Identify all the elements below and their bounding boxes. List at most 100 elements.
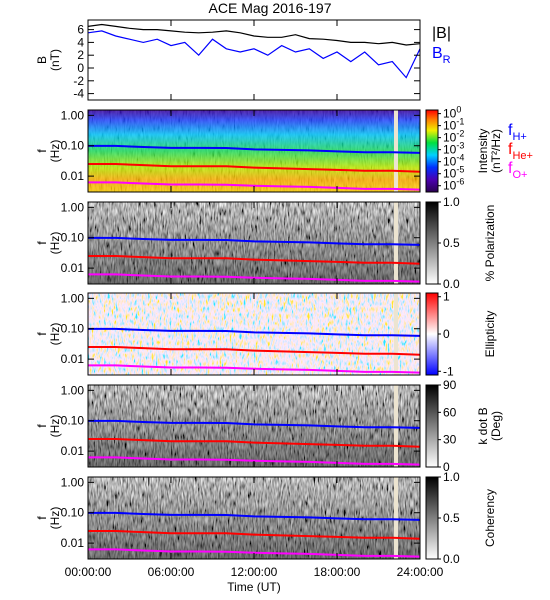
- colorbar: [425, 384, 439, 468]
- colorbar-label: Ellipticity: [483, 311, 497, 358]
- tick-exponent: -6: [456, 177, 464, 187]
- series-line: [88, 530, 421, 540]
- colorbar-tick-label: 100: [443, 105, 461, 121]
- x-tick-label: 12:00:00: [231, 565, 278, 579]
- y-axis-label: f: [35, 516, 49, 520]
- tick-base: 10: [443, 167, 457, 181]
- x-axis-label: Time (UT): [227, 580, 281, 594]
- legend-entry: fO+: [508, 160, 527, 181]
- panel: 1.00 0.10 0.01 f (Hz) 0 30 60 90 k dot B (Deg): [35, 378, 503, 474]
- tick-base: 0.5: [443, 511, 460, 525]
- tick-base: 1.0: [443, 470, 460, 484]
- tick-base: 30: [443, 433, 457, 447]
- series-line: [88, 327, 421, 337]
- plot-frame: [87, 19, 421, 101]
- y-axis-unit: (nT): [48, 49, 62, 71]
- colorbar-label: Intensity: [476, 129, 490, 174]
- legend-name: f: [508, 122, 513, 139]
- x-tick-label: 18:00:00: [314, 565, 361, 579]
- colorbar-tick-label: 10-1: [443, 117, 464, 133]
- colorbar-tick-label: -1: [443, 364, 454, 378]
- colorbar-tick-label: 10-3: [443, 141, 464, 157]
- y-tick-label: 0.10: [61, 322, 85, 336]
- tick-exponent: -3: [456, 141, 464, 151]
- series-line: [88, 419, 421, 429]
- legend-name: f: [508, 160, 513, 177]
- colorbar: [425, 476, 439, 560]
- y-tick-label: 1.00: [61, 108, 85, 122]
- colorbar-unit: (Deg): [489, 411, 503, 441]
- y-tick-label: 1.00: [61, 475, 85, 489]
- y-tick-label: 0: [77, 61, 84, 75]
- colorbar-tick-label: 1.0: [443, 195, 460, 209]
- colorbar-tick-label: 10-6: [443, 177, 464, 193]
- series-line: [88, 273, 421, 283]
- y-tick-label: 4: [77, 35, 84, 49]
- series-line: [87, 30, 421, 79]
- data-gap: [394, 202, 398, 284]
- tick-base: 0: [443, 327, 450, 341]
- colorbar-tick-label: 0: [443, 327, 450, 341]
- colorbar-tick-label: 10-4: [443, 153, 464, 169]
- spectrogram-texture: [88, 293, 420, 375]
- colorbar-tick-label: 0.5: [443, 511, 460, 525]
- tick-base: 10: [443, 131, 457, 145]
- series-line: [88, 144, 421, 154]
- colorbar: [425, 201, 439, 285]
- series-line: [88, 438, 421, 448]
- y-tick-label: 6: [77, 23, 84, 37]
- series-line: [88, 255, 421, 265]
- y-tick-label: 2: [77, 48, 84, 62]
- colorbar-tick-label: 0.0: [443, 277, 460, 291]
- y-tick-label: 0.01: [61, 169, 85, 183]
- colorbar-tick-label: 1.0: [443, 470, 460, 484]
- tick-base: 1.0: [443, 195, 460, 209]
- legend-name: B: [432, 45, 443, 62]
- colorbar: [425, 109, 439, 193]
- colorbar-label: Coherency: [483, 489, 497, 547]
- tick-base: 10: [443, 119, 457, 133]
- legend-subscript: R: [443, 54, 451, 66]
- y-axis-unit: (Hz): [48, 140, 62, 163]
- y-tick-label: 0.10: [61, 139, 85, 153]
- colorbar: [425, 292, 439, 376]
- data-gap: [394, 477, 398, 559]
- y-axis-label: f: [35, 332, 49, 336]
- colorbar-tick-label: 60: [443, 405, 457, 419]
- y-tick-label: 1.00: [61, 291, 85, 305]
- tick-base: 10: [443, 179, 457, 193]
- data-gap: [394, 385, 398, 467]
- spectrogram-shade: [88, 385, 420, 467]
- y-tick-label: -2: [73, 74, 84, 88]
- spectrogram-texture: [88, 110, 420, 192]
- legend-entry: |B|: [432, 25, 451, 42]
- panel: 1.000.100.01f (Hz)10010-110-210-310-410-5…: [35, 105, 533, 193]
- x-tick-label: 24:00:00: [397, 565, 444, 579]
- tick-exponent: 0: [456, 105, 461, 115]
- tick-base: 90: [443, 378, 457, 392]
- spectrogram-shade: [88, 202, 420, 284]
- legend-name: |B|: [432, 25, 451, 42]
- panel: 1.00 0.10 0.01 f (Hz) -1 0 1 Ellipticity: [35, 290, 497, 379]
- legend-entry: fHe+: [508, 141, 533, 162]
- tick-exponent: -4: [456, 153, 464, 163]
- tick-base: 0.5: [443, 236, 460, 250]
- y-axis-unit: (Hz): [48, 415, 62, 438]
- tick-exponent: -2: [456, 129, 464, 139]
- series-line: [88, 548, 421, 558]
- x-tick-label: 06:00:00: [148, 565, 195, 579]
- colorbar-tick-label: 0.0: [443, 552, 460, 566]
- tick-base: 10: [443, 155, 457, 169]
- series-line: [88, 364, 421, 374]
- y-axis-label: f: [35, 424, 49, 428]
- series-line: [87, 23, 421, 46]
- series-line: [88, 181, 421, 191]
- colorbar-unit: (nT²/Hz): [489, 129, 503, 173]
- y-tick-label: 0.01: [61, 261, 85, 275]
- y-axis-unit: (Hz): [48, 232, 62, 255]
- series-line: [88, 511, 421, 521]
- y-axis-unit: (Hz): [48, 323, 62, 346]
- legend-subscript: H+: [512, 131, 526, 143]
